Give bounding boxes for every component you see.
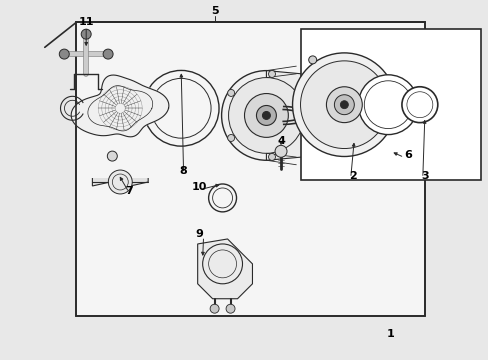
Text: 3: 3 <box>420 171 427 181</box>
Circle shape <box>208 184 236 212</box>
Circle shape <box>221 71 310 160</box>
Polygon shape <box>266 71 321 160</box>
Circle shape <box>225 304 235 313</box>
Circle shape <box>326 87 362 123</box>
Bar <box>300 30 480 180</box>
Circle shape <box>107 151 117 161</box>
Text: 6: 6 <box>404 150 411 160</box>
Text: 10: 10 <box>192 182 207 192</box>
Circle shape <box>227 89 234 96</box>
Text: 5: 5 <box>211 6 219 17</box>
Circle shape <box>292 53 395 157</box>
Circle shape <box>81 29 91 39</box>
Circle shape <box>244 94 288 138</box>
Text: 8: 8 <box>180 166 187 176</box>
Circle shape <box>334 95 354 114</box>
Circle shape <box>227 135 234 141</box>
Circle shape <box>340 101 347 109</box>
Circle shape <box>268 71 275 77</box>
Circle shape <box>302 100 309 107</box>
Circle shape <box>268 153 275 161</box>
Text: 7: 7 <box>125 186 133 196</box>
Circle shape <box>256 105 276 125</box>
Circle shape <box>302 124 309 131</box>
Polygon shape <box>92 178 148 186</box>
Polygon shape <box>197 239 252 299</box>
Circle shape <box>59 49 69 59</box>
Circle shape <box>103 49 113 59</box>
Circle shape <box>262 112 270 120</box>
Circle shape <box>358 75 417 135</box>
Text: 1: 1 <box>386 329 394 339</box>
Circle shape <box>308 56 316 64</box>
Text: 2: 2 <box>348 171 356 181</box>
Circle shape <box>143 71 219 146</box>
Circle shape <box>300 61 387 149</box>
Polygon shape <box>71 75 168 137</box>
Circle shape <box>401 87 437 123</box>
Bar <box>76 22 424 316</box>
Circle shape <box>274 145 286 157</box>
Text: 11: 11 <box>78 17 94 27</box>
Circle shape <box>108 170 132 194</box>
Circle shape <box>210 304 219 313</box>
Text: 4: 4 <box>277 136 285 145</box>
Circle shape <box>228 78 304 153</box>
Text: 9: 9 <box>195 229 203 239</box>
